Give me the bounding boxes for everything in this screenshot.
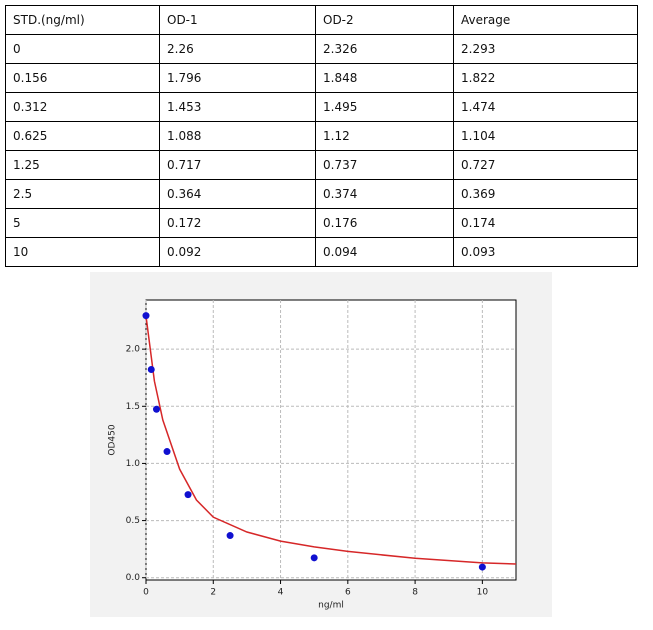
table-cell: 2.26 (159, 34, 316, 64)
x-tick-label: 10 (477, 588, 489, 598)
table-cell: Average (453, 5, 638, 35)
table-cell: STD.(ng/ml) (5, 5, 160, 35)
table-cell: 1.25 (5, 150, 160, 180)
table-cell: 1.12 (315, 121, 454, 151)
table-cell: 2.326 (315, 34, 454, 64)
table-cell: 1.848 (315, 63, 454, 93)
table-cell: 1.104 (453, 121, 638, 151)
table-cell: 10 (5, 237, 160, 267)
table-cell: 0.092 (159, 237, 316, 267)
y-tick-label: 0.0 (126, 573, 141, 583)
table-cell: 0.094 (315, 237, 454, 267)
x-tick-label: 4 (278, 588, 284, 598)
fit-curve (145, 315, 517, 565)
x-tick-label: 8 (412, 588, 418, 598)
table-row: 1.25 0.717 0.737 0.727 (5, 150, 638, 180)
table-row: 0 2.26 2.326 2.293 (5, 34, 638, 64)
y-tick-label: 1.0 (126, 459, 141, 469)
y-axis-label: OD450 (108, 424, 118, 455)
table-row: 10 0.092 0.094 0.093 (5, 237, 638, 267)
data-point (147, 365, 155, 373)
table-cell: 0.156 (5, 63, 160, 93)
x-tick-label: 0 (143, 588, 149, 598)
table-row: 0.625 1.088 1.12 1.104 (5, 121, 638, 151)
table-cell: OD-1 (159, 5, 316, 35)
table-row: 2.5 0.364 0.374 0.369 (5, 179, 638, 209)
x-tick-label: 2 (210, 588, 216, 598)
table-cell: 0.737 (315, 150, 454, 180)
table-cell: 2.293 (453, 34, 638, 64)
table-cell: 1.796 (159, 63, 316, 93)
table-cell: 1.474 (453, 92, 638, 122)
plot-area (145, 299, 517, 581)
table-cell: OD-2 (315, 5, 454, 35)
x-axis-label: ng/ml (318, 601, 344, 611)
data-point (184, 491, 192, 499)
data-point (478, 563, 486, 571)
table-row: 0.156 1.796 1.848 1.822 (5, 63, 638, 93)
table-cell: 1.822 (453, 63, 638, 93)
table-cell: 0.369 (453, 179, 638, 209)
x-tick-label: 6 (345, 588, 351, 598)
data-point (310, 554, 318, 562)
data-table: STD.(ng/ml) OD-1 OD-2 Average 0 2.26 2.326 2.29… (5, 5, 638, 267)
table-row: 5 0.172 0.176 0.174 (5, 208, 638, 238)
table-cell: 0.312 (5, 92, 160, 122)
table-cell: 1.453 (159, 92, 316, 122)
table-row: 0.312 1.453 1.495 1.474 (5, 92, 638, 122)
table-cell: 0.727 (453, 150, 638, 180)
table-cell: 0.093 (453, 237, 638, 267)
chart: ng/ml OD450 0 2 4 6 8 10 0.0 0.5 1.0 1.5 2.0 (90, 272, 552, 617)
y-tick-label: 2.0 (126, 345, 141, 355)
y-tick-label: 0.5 (126, 516, 140, 526)
table-cell: 0.172 (159, 208, 316, 238)
data-point (226, 532, 234, 540)
table-cell: 0 (5, 34, 160, 64)
data-point (152, 405, 160, 413)
data-point (163, 448, 171, 456)
table-cell: 1.495 (315, 92, 454, 122)
data-point (142, 312, 150, 320)
table-cell: 1.088 (159, 121, 316, 151)
table-cell: 0.364 (159, 179, 316, 209)
table-cell: 2.5 (5, 179, 160, 209)
table-cell: 0.174 (453, 208, 638, 238)
y-tick-label: 1.5 (126, 402, 140, 412)
table-cell: 0.625 (5, 121, 160, 151)
table-cell: 5 (5, 208, 160, 238)
table-cell: 0.176 (315, 208, 454, 238)
table-cell: 0.717 (159, 150, 316, 180)
header-row: STD.(ng/ml) OD-1 OD-2 Average (5, 5, 638, 35)
table-cell: 0.374 (315, 179, 454, 209)
